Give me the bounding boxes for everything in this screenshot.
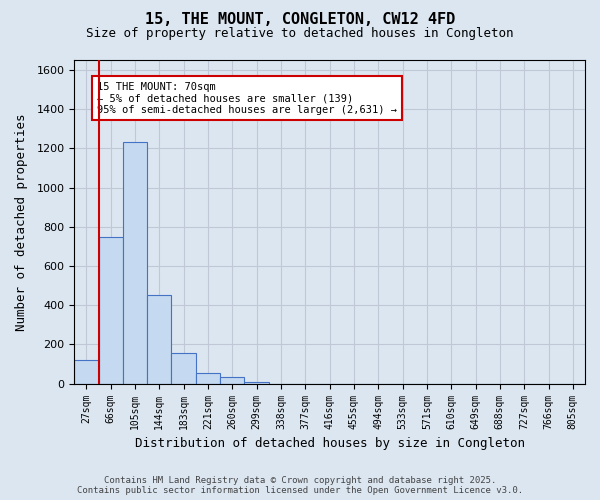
Bar: [74, 360, 98, 384]
Bar: [244, 382, 269, 384]
Text: Size of property relative to detached houses in Congleton: Size of property relative to detached ho…: [86, 28, 514, 40]
Text: 15, THE MOUNT, CONGLETON, CW12 4FD: 15, THE MOUNT, CONGLETON, CW12 4FD: [145, 12, 455, 28]
Y-axis label: Number of detached properties: Number of detached properties: [15, 113, 28, 330]
Bar: [123, 142, 147, 384]
Bar: [220, 377, 244, 384]
Text: Contains HM Land Registry data © Crown copyright and database right 2025.
Contai: Contains HM Land Registry data © Crown c…: [77, 476, 523, 495]
Bar: [172, 354, 196, 384]
Text: 15 THE MOUNT: 70sqm
← 5% of detached houses are smaller (139)
95% of semi-detach: 15 THE MOUNT: 70sqm ← 5% of detached hou…: [97, 82, 397, 115]
Bar: [196, 373, 220, 384]
X-axis label: Distribution of detached houses by size in Congleton: Distribution of detached houses by size …: [134, 437, 524, 450]
Bar: [147, 296, 172, 384]
Bar: [98, 236, 123, 384]
